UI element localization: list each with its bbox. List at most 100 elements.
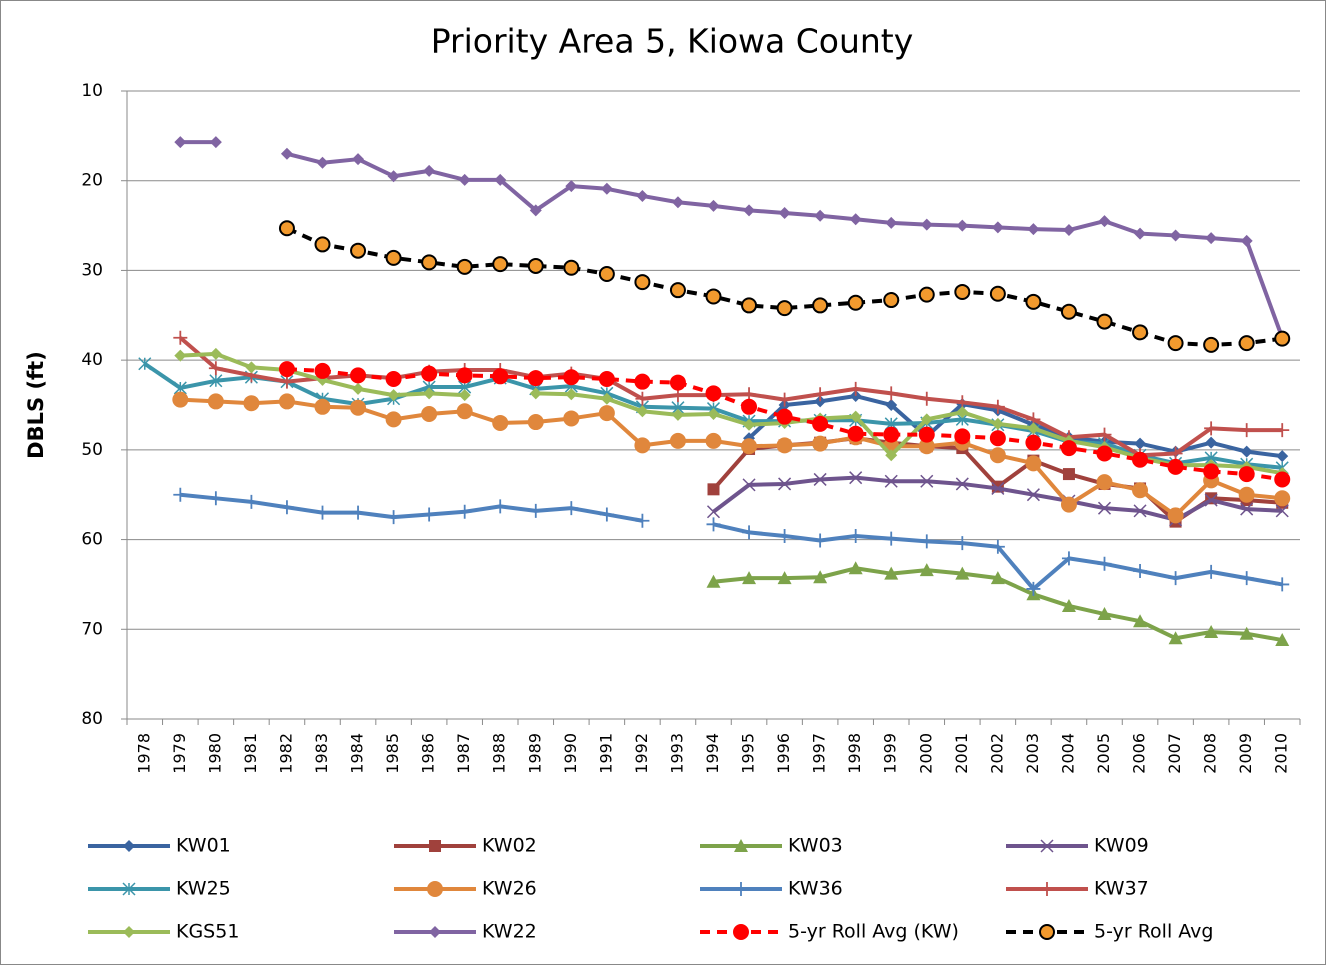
x-tick-label: 2002 — [987, 733, 1006, 774]
marker — [1060, 440, 1077, 457]
legend-label: KW22 — [482, 921, 537, 943]
marker — [422, 507, 437, 522]
marker — [456, 258, 473, 275]
y-axis-label: DBLS (ft) — [24, 351, 48, 459]
marker — [1133, 563, 1148, 578]
marker — [243, 395, 260, 412]
marker — [707, 199, 720, 212]
marker — [278, 220, 295, 237]
marker — [1134, 437, 1147, 450]
marker — [884, 386, 899, 401]
marker — [1204, 624, 1219, 638]
x-tick-label: 2009 — [1236, 733, 1255, 774]
marker — [777, 571, 792, 585]
marker — [1132, 451, 1149, 468]
marker — [989, 285, 1006, 302]
marker — [705, 288, 722, 305]
x-tick-label: 1991 — [596, 733, 615, 774]
marker — [742, 478, 756, 492]
legend-label: KW01 — [176, 835, 231, 857]
marker — [883, 292, 900, 309]
x-tick-label: 2003 — [1023, 733, 1042, 774]
marker — [705, 385, 722, 402]
marker — [1240, 445, 1253, 458]
series — [173, 487, 1290, 596]
marker — [1132, 482, 1149, 499]
marker — [885, 216, 898, 229]
marker — [245, 361, 258, 374]
x-tick-label: 1990 — [561, 733, 580, 774]
x-tick-label: 1992 — [632, 733, 651, 774]
marker — [990, 399, 1005, 414]
marker — [174, 136, 187, 149]
marker — [1169, 229, 1182, 242]
marker — [885, 449, 898, 462]
marker — [920, 218, 933, 231]
marker — [920, 474, 934, 488]
marker — [1204, 564, 1219, 579]
marker — [314, 236, 331, 253]
marker — [707, 407, 720, 420]
marker — [172, 391, 189, 408]
marker — [421, 254, 438, 271]
legend-label: KW37 — [1094, 878, 1149, 900]
marker — [705, 432, 722, 449]
marker — [1025, 434, 1042, 451]
marker — [812, 415, 829, 432]
marker — [1026, 581, 1041, 596]
marker — [492, 368, 509, 385]
legend-label: 5-yr Roll Avg — [1094, 921, 1213, 943]
marker — [421, 365, 438, 382]
marker — [742, 571, 757, 585]
marker — [1062, 468, 1075, 481]
marker — [849, 410, 862, 423]
x-tick-label: 1979 — [170, 733, 189, 774]
marker — [173, 330, 188, 345]
marker — [1204, 493, 1218, 507]
x-tick-label: 1982 — [276, 733, 295, 774]
y-tick-label: 60 — [81, 530, 103, 550]
marker — [1097, 556, 1112, 571]
marker — [671, 196, 684, 209]
marker — [741, 398, 758, 415]
legend-label: KW26 — [482, 878, 537, 900]
x-tick-label: 1989 — [525, 733, 544, 774]
marker — [989, 430, 1006, 447]
marker — [741, 297, 758, 314]
marker — [778, 477, 792, 491]
marker — [814, 395, 827, 408]
marker — [956, 406, 969, 419]
marker — [1096, 313, 1113, 330]
marker — [385, 370, 402, 387]
x-tick-label: 1978 — [134, 733, 153, 774]
marker — [1203, 336, 1220, 353]
x-tick-label: 2000 — [916, 733, 935, 774]
marker — [884, 566, 899, 580]
marker — [209, 136, 222, 149]
marker — [565, 388, 578, 401]
marker — [847, 294, 864, 311]
x-tick-label: 1994 — [703, 733, 722, 774]
marker — [123, 926, 135, 938]
marker — [1060, 496, 1077, 513]
marker — [1096, 445, 1113, 462]
marker — [883, 426, 900, 443]
y-tick-label: 30 — [81, 260, 103, 280]
marker — [813, 570, 828, 584]
y-tick-label: 80 — [81, 709, 103, 729]
marker — [706, 505, 721, 519]
marker — [1274, 490, 1291, 507]
marker — [1238, 466, 1255, 483]
marker — [848, 381, 863, 396]
marker — [920, 413, 933, 426]
marker — [991, 221, 1004, 234]
marker — [1132, 324, 1149, 341]
marker — [954, 428, 971, 445]
marker — [429, 840, 441, 852]
marker — [848, 528, 863, 543]
marker — [918, 286, 935, 303]
marker — [734, 882, 748, 896]
marker — [1274, 330, 1291, 347]
marker — [849, 390, 862, 403]
marker — [527, 414, 544, 431]
